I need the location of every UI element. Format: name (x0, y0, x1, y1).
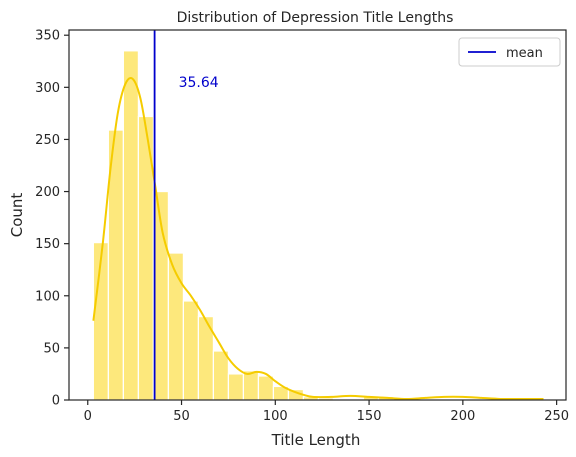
histogram-bar (242, 370, 260, 401)
legend-mean-label: mean (506, 46, 543, 61)
mean-annotation: 35.64 (179, 75, 219, 91)
plot-frame (68, 29, 567, 401)
histogram-bar (227, 373, 245, 401)
legend-box (458, 37, 561, 67)
histogram-bar (182, 300, 200, 401)
legend: mean (458, 37, 561, 67)
y-tick-label: 200 (35, 185, 60, 200)
x-tick-label: 150 (357, 409, 382, 424)
y-axis-label: Count (8, 193, 26, 238)
x-tick-label: 0 (84, 409, 92, 424)
y-tick-label: 250 (35, 133, 60, 148)
x-tick-label: 250 (544, 409, 569, 424)
histogram-bar (212, 350, 230, 401)
y-tick-label: 100 (35, 289, 60, 304)
histogram-bar (122, 50, 139, 401)
y-tick-label: 350 (35, 29, 60, 44)
chart-title: Distribution of Depression Title Lengths (177, 10, 454, 26)
x-axis-label: Title Length (271, 431, 361, 449)
y-tick-label: 150 (35, 237, 60, 252)
x-tick-label: 50 (173, 409, 190, 424)
y-tick-label: 0 (52, 394, 60, 409)
x-tick-label: 100 (263, 409, 288, 424)
y-tick-label: 50 (43, 341, 60, 356)
y-axis-ticks: 0 50 100 150 200 250 300 350 (35, 29, 69, 409)
histogram-bar (257, 375, 275, 401)
y-tick-label: 300 (35, 81, 60, 96)
kde-curve (92, 77, 544, 401)
x-tick-label: 200 (450, 409, 475, 424)
x-axis-ticks: 0 50 100 150 200 250 (84, 400, 569, 424)
